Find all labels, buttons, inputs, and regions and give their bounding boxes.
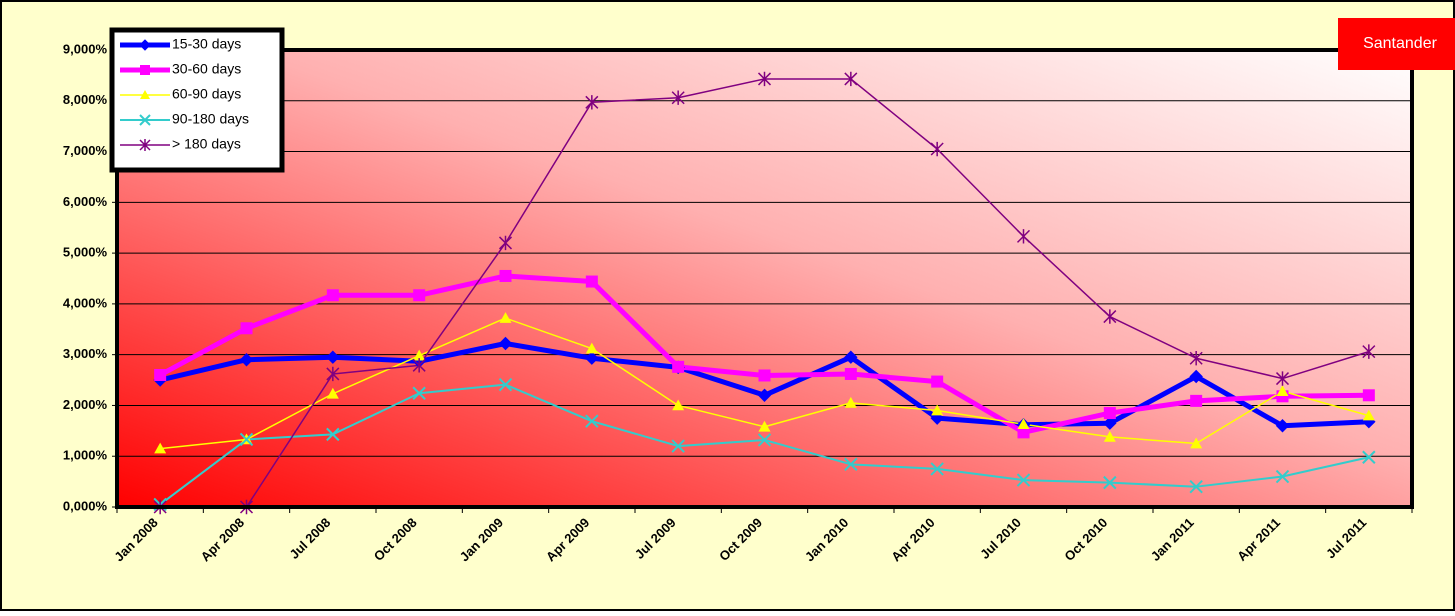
legend-label: 15-30 days [172, 36, 241, 52]
y-tick-label: 9,000% [63, 41, 108, 56]
marker [239, 353, 254, 367]
marker [326, 366, 340, 382]
marker [1275, 469, 1290, 484]
marker [585, 414, 599, 428]
marker [585, 342, 598, 354]
marker [585, 95, 599, 110]
marker [1276, 385, 1289, 397]
marker [758, 369, 771, 382]
marker [499, 269, 512, 282]
marker [240, 322, 253, 335]
y-tick-label: 8,000% [63, 92, 108, 107]
y-tick-label: 0,000% [63, 498, 108, 513]
marker [498, 377, 513, 392]
legend-label: 60-90 days [172, 86, 241, 102]
marker [140, 65, 150, 75]
legend-label: 90-180 days [172, 111, 249, 127]
y-tick-label: 2,000% [63, 397, 108, 412]
marker [1103, 430, 1116, 442]
marker [154, 442, 167, 454]
marker [139, 114, 151, 126]
marker [413, 349, 426, 361]
marker [139, 139, 151, 151]
marker [1103, 416, 1117, 430]
y-tick-label: 3,000% [63, 346, 108, 361]
y-tick-label: 6,000% [63, 194, 108, 209]
marker [1103, 309, 1117, 324]
marker [844, 396, 857, 408]
marker [499, 312, 512, 323]
marker [1189, 351, 1203, 366]
marker [1016, 229, 1031, 244]
logo-text: Santander [1363, 35, 1438, 52]
marker [672, 399, 685, 411]
marker [239, 432, 254, 447]
marker [757, 433, 772, 447]
marker [498, 235, 513, 251]
marker [930, 141, 944, 157]
legend-label: > 180 days [172, 136, 241, 152]
marker [585, 275, 598, 288]
marker [844, 350, 858, 364]
marker [1189, 479, 1203, 494]
marker [671, 90, 685, 105]
marker [1275, 371, 1290, 386]
plot-area [117, 50, 1412, 507]
marker [1362, 450, 1376, 464]
y-tick-label: 5,000% [63, 245, 108, 260]
marker [585, 351, 599, 365]
marker [844, 71, 858, 87]
marker [931, 375, 944, 388]
marker [498, 336, 513, 351]
marker [326, 427, 340, 442]
marker [930, 462, 944, 476]
marker [757, 388, 772, 402]
marker [758, 420, 771, 432]
marker [1017, 426, 1030, 439]
marker [326, 289, 339, 302]
marker [757, 71, 772, 87]
marker [671, 439, 685, 453]
marker [154, 368, 167, 381]
marker [412, 358, 426, 373]
marker [326, 387, 339, 399]
marker [1362, 409, 1375, 421]
marker [1017, 418, 1030, 430]
marker [1362, 344, 1376, 359]
marker [1016, 473, 1031, 487]
marker [1190, 394, 1203, 407]
marker [844, 457, 858, 472]
marker [326, 350, 340, 364]
marker [1103, 407, 1116, 420]
marker [1275, 419, 1290, 433]
legend-box [109, 27, 285, 173]
marker [139, 39, 151, 51]
marker [413, 289, 426, 302]
marker [931, 404, 944, 416]
marker [140, 90, 150, 99]
marker [1189, 369, 1203, 384]
marker [412, 386, 426, 400]
marker [1362, 389, 1375, 402]
marker [672, 360, 685, 373]
logo-box [1338, 18, 1455, 70]
legend-label: 30-60 days [172, 61, 241, 77]
marker [1190, 437, 1203, 449]
y-tick-label: 7,000% [63, 143, 108, 158]
plot-border [115, 48, 1414, 509]
y-tick-label: 4,000% [63, 295, 108, 310]
marker [1103, 475, 1117, 490]
marker [844, 367, 857, 380]
y-tick-label: 1,000% [63, 448, 108, 463]
